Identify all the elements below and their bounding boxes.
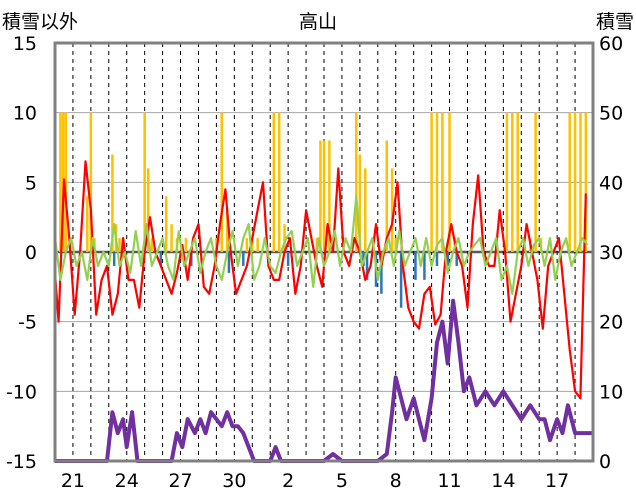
x-tick-label: 2 xyxy=(282,470,294,492)
left-tick-label: 5 xyxy=(25,172,37,194)
left-tick-label: 15 xyxy=(13,33,37,55)
series-layer xyxy=(53,112,593,463)
right-tick-label: 0 xyxy=(599,451,611,473)
right-tick-label: 40 xyxy=(599,172,623,194)
right-tick-label: 10 xyxy=(599,381,623,403)
line-series-4 xyxy=(53,195,589,295)
right-tick-label: 30 xyxy=(599,242,623,264)
right-tick-label: 20 xyxy=(599,312,623,334)
left-tick-label: -15 xyxy=(6,451,37,473)
left-tick-label: 0 xyxy=(25,242,37,264)
x-tick-label: 30 xyxy=(222,470,246,492)
x-tick-label: 11 xyxy=(437,470,461,492)
x-tick-label: 17 xyxy=(545,470,569,492)
x-tick-label: 14 xyxy=(491,470,515,492)
left-axis-title: 積雪以外 xyxy=(2,11,78,33)
x-tick-label: 21 xyxy=(61,470,85,492)
right-tick-label: 50 xyxy=(599,103,623,125)
x-tick-label: 24 xyxy=(115,470,139,492)
x-tick-label: 27 xyxy=(168,470,192,492)
left-tick-label: 10 xyxy=(13,103,37,125)
x-tick-label: 8 xyxy=(390,470,402,492)
right-axis-title: 積雪 xyxy=(596,11,634,33)
left-tick-label: -10 xyxy=(6,381,37,403)
plot-frame xyxy=(53,41,595,463)
left-tick-label: -5 xyxy=(18,312,37,334)
right-tick-label: 60 xyxy=(599,33,623,55)
chart-title: 高山 xyxy=(299,11,337,33)
x-tick-label: 5 xyxy=(336,470,348,492)
